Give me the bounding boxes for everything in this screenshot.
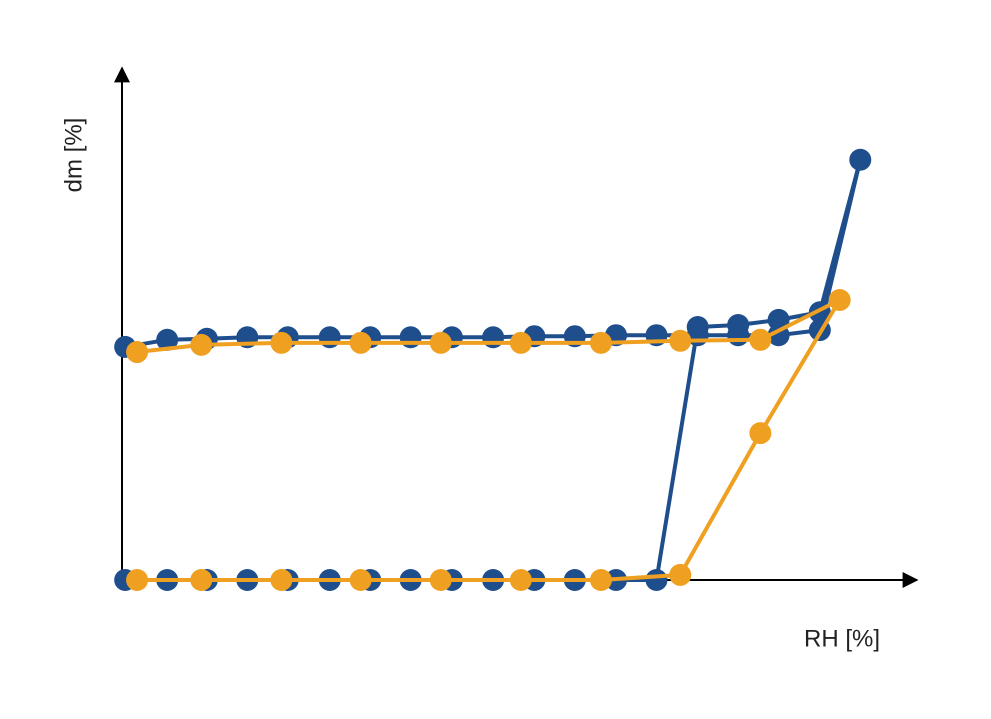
data-point — [767, 308, 790, 331]
data-point — [126, 569, 149, 591]
data-point — [669, 563, 692, 586]
series — [126, 289, 851, 591]
data-point — [270, 569, 293, 591]
data-point — [589, 569, 612, 591]
data-point — [749, 328, 772, 351]
data-point — [849, 148, 872, 171]
data-point — [399, 326, 422, 349]
data-point — [349, 569, 372, 591]
data-point — [589, 331, 612, 354]
data-point — [349, 331, 372, 354]
data-point — [429, 569, 452, 591]
data-point — [318, 326, 341, 349]
plot-area — [114, 148, 872, 591]
data-point — [270, 331, 293, 354]
data-point — [828, 289, 851, 312]
data-point — [749, 422, 772, 445]
data-point — [669, 329, 692, 352]
data-point — [156, 328, 179, 351]
data-point — [126, 341, 149, 364]
data-point — [509, 569, 532, 591]
series-line — [124, 157, 863, 582]
x-axis-label: RH [%] — [804, 625, 880, 652]
y-axis-label: dm [%] — [60, 118, 87, 193]
series-line — [136, 298, 842, 582]
data-point — [429, 331, 452, 354]
series — [114, 148, 872, 591]
data-point — [190, 333, 213, 356]
data-point — [509, 331, 532, 354]
data-point — [727, 324, 750, 347]
data-point — [190, 569, 213, 591]
data-point — [482, 326, 505, 349]
data-point — [645, 569, 668, 591]
